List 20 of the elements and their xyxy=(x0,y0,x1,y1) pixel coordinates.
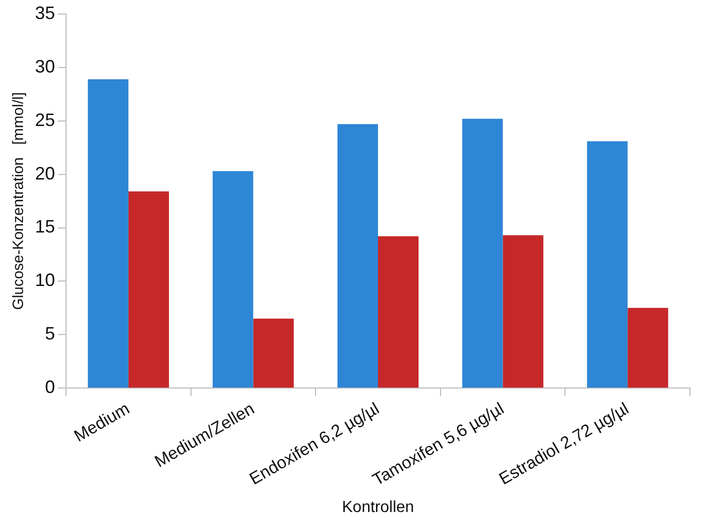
y-tick-label: 5 xyxy=(45,324,56,344)
bar xyxy=(378,236,419,388)
bar xyxy=(462,118,503,388)
y-tick-label: 25 xyxy=(34,110,56,130)
bar xyxy=(253,318,294,388)
bar xyxy=(502,235,544,388)
y-tick-label: 20 xyxy=(34,163,56,184)
y-tick-label: 15 xyxy=(34,216,56,237)
y-axis-title: Glucose-Konzentration [mmol/l] xyxy=(10,92,28,310)
bar xyxy=(128,191,169,388)
bar xyxy=(212,171,254,388)
y-tick-label: 30 xyxy=(34,56,56,76)
y-tick-label: 10 xyxy=(34,270,56,290)
x-axis-title: Kontrollen xyxy=(342,498,414,516)
bar xyxy=(337,124,378,388)
y-tick-label: 35 xyxy=(34,2,56,23)
bar xyxy=(628,308,668,388)
y-tick-label: 0 xyxy=(45,377,56,398)
bar xyxy=(88,79,128,388)
bar xyxy=(587,141,628,388)
